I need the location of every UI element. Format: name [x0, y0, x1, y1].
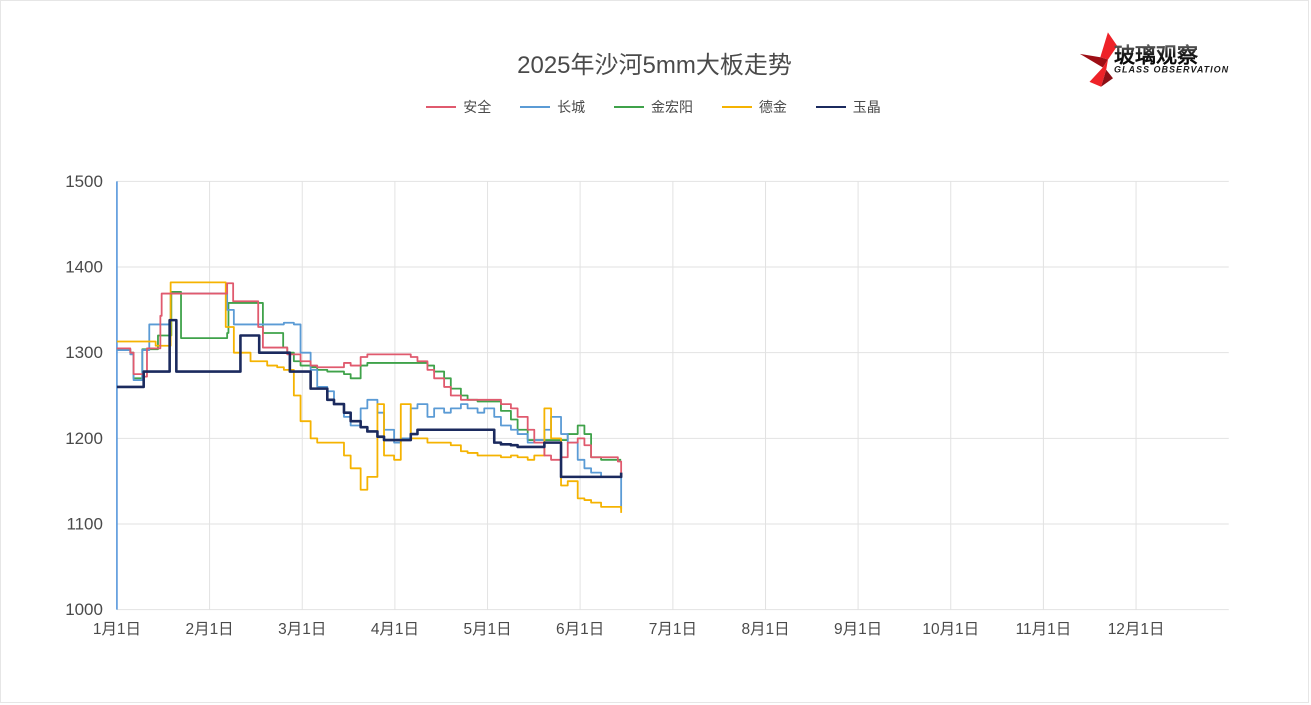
svg-text:1000: 1000: [65, 600, 103, 619]
svg-text:7月1日: 7月1日: [649, 621, 697, 638]
svg-text:1100: 1100: [66, 515, 103, 534]
svg-text:8月1日: 8月1日: [741, 621, 789, 638]
svg-text:1月1日: 1月1日: [93, 621, 141, 638]
svg-text:6月1日: 6月1日: [556, 621, 604, 638]
svg-text:GLASS OBSERVATION: GLASS OBSERVATION: [1114, 65, 1229, 75]
svg-text:1400: 1400: [65, 257, 103, 276]
svg-text:10月1日: 10月1日: [922, 621, 979, 638]
svg-text:3月1日: 3月1日: [278, 621, 326, 638]
svg-text:9月1日: 9月1日: [834, 621, 882, 638]
svg-text:12月1日: 12月1日: [1108, 621, 1165, 638]
svg-text:1500: 1500: [65, 172, 103, 191]
svg-text:11月1日: 11月1日: [1016, 621, 1072, 638]
svg-text:4月1日: 4月1日: [371, 621, 419, 638]
svg-text:2月1日: 2月1日: [186, 621, 234, 638]
svg-text:1200: 1200: [65, 429, 103, 448]
svg-text:1300: 1300: [65, 343, 103, 362]
svg-text:5月1日: 5月1日: [463, 621, 511, 638]
